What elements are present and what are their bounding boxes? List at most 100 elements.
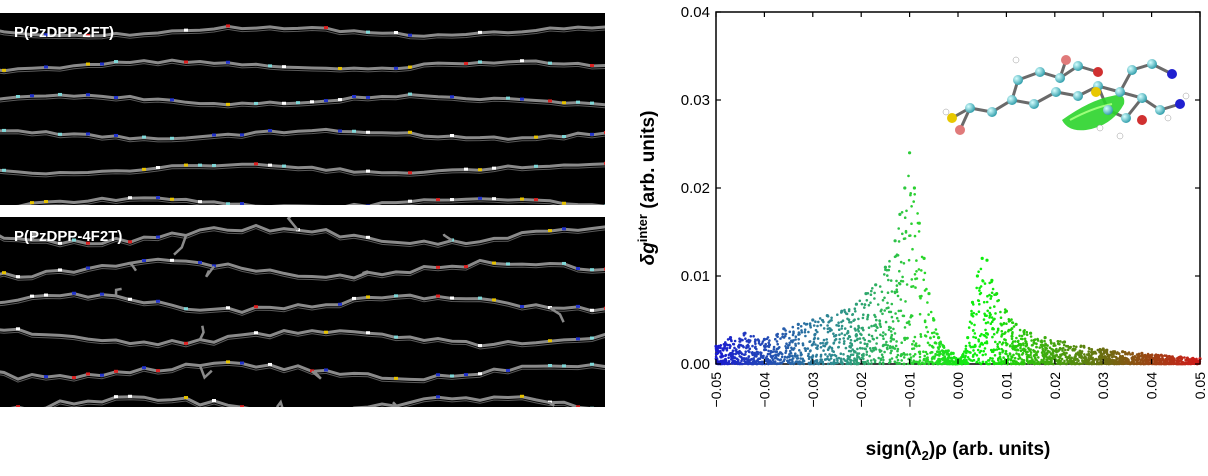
scatter-point [808,340,811,344]
scatter-point [970,300,975,304]
scatter-point [968,341,971,345]
scatter-point [860,326,863,330]
scatter-point [776,347,780,351]
scatter-point [813,336,816,340]
scatter-point [789,349,792,353]
scatter-point [847,308,851,311]
scatter-point [933,331,936,334]
scatter-point [1048,350,1051,354]
scatter-point [819,346,823,349]
panel-label-top: P(PzDPP-2FT) [14,24,115,41]
scatter-point [868,347,872,350]
scatter-point [890,357,894,360]
scatter-point [852,361,856,365]
scatter-point [775,340,779,343]
scatter-point [837,328,841,332]
scatter-point [928,360,931,364]
scatter-point [772,345,776,349]
scatter-point [1014,322,1018,326]
scatter-point [873,291,876,295]
scatter-point [1131,351,1134,355]
scatter-point [809,326,812,329]
scatter-point [922,278,925,282]
scatter-point [1090,357,1094,361]
scatter-point [896,347,900,351]
scatter-point [786,359,789,363]
scatter-point [728,346,732,350]
scatter-point [829,361,833,365]
scatter-point [984,353,987,356]
scatter-point [735,348,738,351]
scatter-point [915,344,918,348]
scatter-point [946,358,949,361]
scatter-point [992,332,996,336]
scatter-point [984,332,988,335]
scatter-point [897,319,900,323]
scatter-point [919,333,922,336]
scatter-point [1018,334,1021,338]
scatter-point [912,354,915,358]
scatter-point [1002,356,1005,359]
scatter-point [1066,348,1070,352]
x-tick-label: 0.03 [1095,372,1111,399]
scatter-point [1186,362,1190,366]
scatter-point [807,352,810,356]
scatter-point [785,342,788,346]
scatter-point [840,327,843,330]
scatter-point [923,271,927,275]
scatter-point [869,359,873,362]
scatter-point [715,349,718,353]
scatter-point [838,333,841,337]
scatter-point [853,307,857,311]
scatter-point [794,352,797,356]
scatter-point [918,355,922,359]
scatter-point [801,357,804,361]
scatter-point [812,362,816,366]
scatter-point [1078,349,1082,353]
scatter-point [872,349,876,352]
scatter-point [982,318,986,321]
scatter-point [731,342,735,346]
scatter-point [1153,356,1156,360]
scatter-point [1092,352,1096,355]
scatter-point [785,347,788,350]
scatter-point [978,302,981,306]
scatter-point [978,286,981,290]
scatter-point [840,324,844,328]
scatter-point [804,349,807,353]
scatter-point [1017,342,1021,346]
scatter-point [886,344,890,347]
scatter-point [1136,362,1140,365]
scatter-point [945,353,949,356]
scatter-point [881,355,885,359]
scatter-point [882,358,885,362]
scatter-point [1004,349,1008,353]
scatter-point [898,212,902,216]
scatter-point [1004,338,1007,342]
scatter-point [1155,357,1159,360]
scatter-point [807,330,810,334]
scatter-point [735,352,738,355]
scatter-point [863,306,866,309]
scatter-point [791,333,795,337]
scatter-point [1092,362,1095,365]
scatter-point [887,325,891,329]
scatter-point [1022,342,1025,345]
scatter-point [1019,344,1023,347]
scatter-point [1001,332,1004,336]
scatter-point [1074,347,1077,351]
scatter-point [895,290,899,294]
scatter-point [990,316,994,319]
scatter-point [1024,339,1027,343]
scatter-point [985,314,988,318]
scatter-point [752,357,755,361]
scatter-point [790,354,794,358]
scatter-point [1133,355,1137,358]
scatter-point [923,362,927,365]
scatter-point [854,302,858,306]
scatter-point [895,316,899,320]
scatter-point [816,324,819,328]
scatter-point [959,357,962,361]
scatter-point [878,319,882,323]
scatter-point [1098,356,1101,360]
